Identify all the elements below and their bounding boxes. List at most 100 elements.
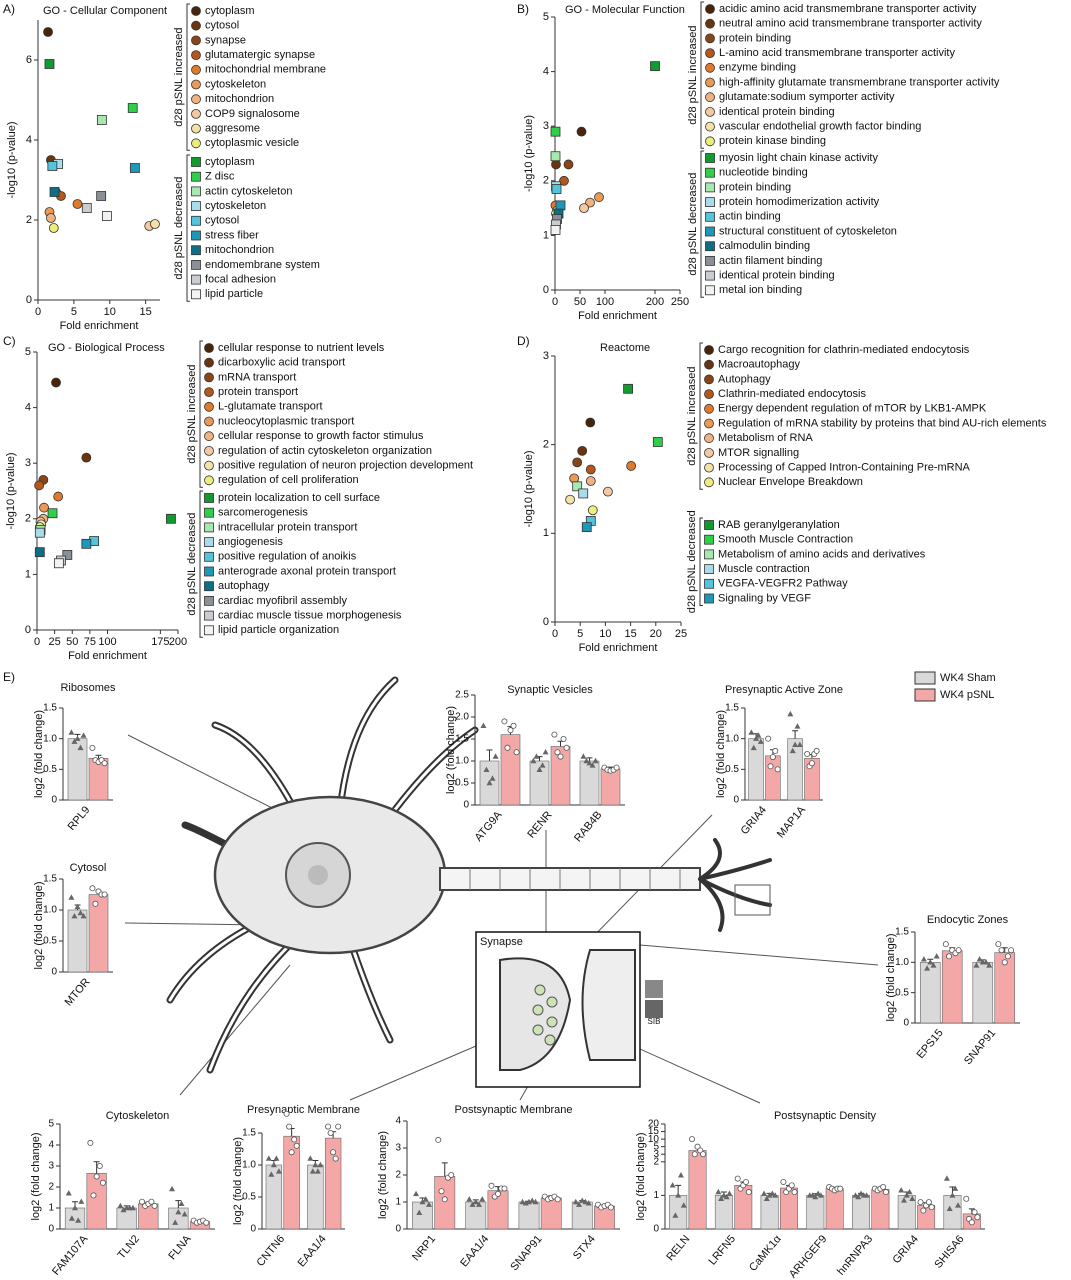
- point: [763, 1195, 770, 1201]
- point: [425, 1201, 432, 1207]
- point: [585, 197, 595, 208]
- y-tick-label: 0.5: [242, 1192, 256, 1203]
- y-axis-label: -log10 (p-value): [523, 115, 535, 192]
- bar: [714, 1195, 733, 1230]
- point: [472, 1198, 479, 1205]
- point: [577, 445, 588, 456]
- legend-label: anterograde axonal protein transport: [218, 565, 396, 577]
- point: [148, 1198, 155, 1205]
- legend-marker: [705, 77, 715, 88]
- legend-marker: [705, 136, 715, 147]
- legend-label: positive regulation of anoikis: [218, 551, 357, 563]
- point: [507, 727, 514, 734]
- point: [753, 735, 760, 741]
- point: [175, 1209, 182, 1215]
- bracket: [199, 490, 203, 638]
- legend-marker: [705, 270, 715, 281]
- point: [765, 735, 772, 742]
- legend-label: cardiac myofibril assembly: [218, 595, 347, 607]
- y-tick-label: 0.5: [725, 764, 739, 775]
- legend-label: myosin light chain kinase activity: [719, 152, 878, 164]
- point: [626, 461, 637, 471]
- point: [745, 1189, 752, 1196]
- bracket: [700, 1, 704, 149]
- chart-title: Postsynaptic Density: [774, 1110, 877, 1122]
- point: [96, 1163, 103, 1170]
- point: [53, 558, 64, 569]
- point: [855, 1193, 862, 1200]
- bracket: [199, 340, 203, 488]
- legend-marker: [704, 418, 714, 429]
- y-tick-label: 5: [25, 346, 31, 358]
- chart-title: Postsynaptic Membrane: [455, 1104, 573, 1116]
- chart-title: Reactome: [600, 342, 650, 354]
- legend-label: cardiac muscle tissue morphogenesis: [218, 610, 402, 622]
- connector: [619, 1039, 761, 1104]
- point: [80, 732, 87, 738]
- legend-marker: [705, 33, 715, 44]
- x-tick-label: ARHGEF9: [787, 1233, 830, 1280]
- legend-marker: [191, 157, 201, 167]
- point: [766, 1192, 773, 1198]
- y-tick-label: 2: [48, 1182, 54, 1193]
- point: [788, 1182, 795, 1189]
- legend-marker: [705, 48, 715, 58]
- point: [555, 200, 566, 211]
- legend-marker: [204, 625, 214, 636]
- axis: [664, 1124, 985, 1230]
- legend-label: cellular response to nutrient levels: [218, 342, 385, 354]
- point: [554, 1196, 561, 1203]
- axis: [554, 17, 680, 291]
- legend-marker: [704, 359, 714, 370]
- point: [924, 965, 931, 971]
- point: [1008, 947, 1015, 954]
- y-tick-label: 2: [543, 439, 549, 451]
- point: [34, 547, 45, 558]
- point: [530, 757, 537, 764]
- chart-title: GO - Cellular Component: [43, 5, 167, 17]
- bar: [806, 1195, 825, 1230]
- point: [501, 718, 508, 725]
- x-tick-label: 5: [577, 628, 583, 640]
- point: [585, 464, 596, 475]
- legend-label: lipid particle: [205, 288, 263, 300]
- point: [68, 894, 75, 900]
- error-bar: [175, 1200, 182, 1208]
- y-tick-label: 3: [653, 1149, 659, 1160]
- y-axis-label: log2 (fold change): [232, 1137, 244, 1225]
- point: [533, 753, 540, 759]
- legend-marker: [704, 477, 714, 488]
- legend-marker: [204, 551, 214, 562]
- y-tick-label: 0: [463, 800, 469, 811]
- point: [903, 1192, 910, 1198]
- point: [774, 766, 781, 773]
- point: [718, 1195, 725, 1201]
- bar: [765, 755, 781, 801]
- point: [572, 457, 583, 468]
- point: [582, 1198, 589, 1205]
- point: [413, 1190, 420, 1197]
- point: [974, 1214, 981, 1221]
- bracket: [699, 517, 703, 606]
- chart-title: Cytoskeleton: [106, 1110, 170, 1122]
- legend-label: structural constituent of cytoskeleton: [719, 225, 897, 237]
- point: [101, 891, 108, 898]
- point: [275, 1168, 282, 1174]
- y-tick-label: 0: [250, 1224, 256, 1235]
- legend-marker: [191, 20, 201, 31]
- bar: [748, 738, 764, 801]
- legend-marker: [704, 447, 714, 458]
- legend-marker: [704, 403, 714, 414]
- x-axis-label: Fold enrichment: [579, 642, 658, 654]
- chart-title: Presynaptic Membrane: [247, 1104, 360, 1116]
- point: [952, 1185, 959, 1191]
- point: [317, 1161, 324, 1168]
- legend-marker: [704, 534, 714, 545]
- point: [976, 956, 983, 962]
- point: [920, 1207, 927, 1214]
- x-tick-label: hnRNPA3: [835, 1233, 875, 1278]
- point: [581, 522, 592, 533]
- legend-marker: [704, 462, 714, 473]
- y-tick-label: 0: [48, 1224, 54, 1235]
- legend-marker: [191, 79, 201, 90]
